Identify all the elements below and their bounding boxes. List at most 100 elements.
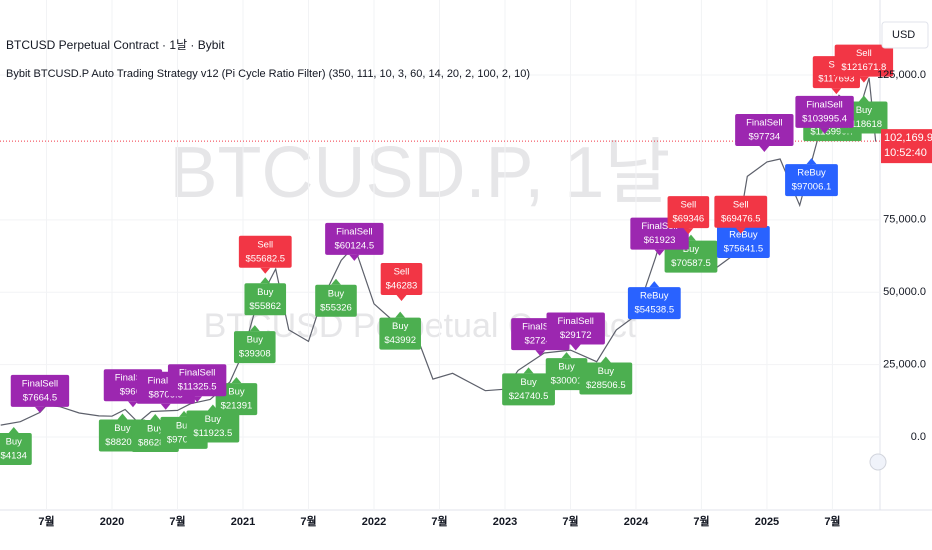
- signal-pointer: [207, 404, 218, 411]
- signal-label: ReBuy $97006.1: [785, 158, 838, 197]
- signal-text: FinalSell: [557, 316, 593, 327]
- signal-price: $4134: [1, 451, 27, 462]
- signal-label: Sell $69346: [667, 196, 710, 235]
- signal-text: FinalSell: [115, 373, 151, 384]
- signal-text: FinalSell: [806, 99, 842, 110]
- signal-pointer: [735, 227, 746, 234]
- signal-box: [834, 44, 894, 77]
- signal-pointer: [260, 267, 271, 274]
- x-tick-label: 7월: [38, 514, 54, 528]
- signal-box: [238, 235, 292, 268]
- signal-text: Buy: [247, 335, 264, 346]
- signal-pointer: [127, 401, 138, 408]
- signal-price: $55682.5: [245, 253, 285, 264]
- flag-icon[interactable]: [869, 453, 887, 471]
- signal-price: $69346: [673, 214, 705, 225]
- signal-price: $103995.4: [802, 113, 847, 124]
- watermark: BTCUSD.P, 1날: [169, 133, 670, 213]
- signal-pointer: [249, 325, 260, 332]
- x-tick-label: 2023: [493, 516, 517, 528]
- signal-price: $115990.7: [810, 127, 854, 138]
- signal-box: [579, 362, 633, 395]
- x-tick-label: 2025: [755, 516, 779, 528]
- signal-box: [716, 225, 770, 258]
- signal-text: Sell: [257, 239, 273, 250]
- x-tick-label: 7월: [562, 514, 578, 528]
- chart-title: BTCUSD Perpetual Contract · 1날 · Bybit: [6, 38, 225, 52]
- signal-pointer: [34, 406, 45, 413]
- signal-label: Buy $55326: [315, 278, 357, 317]
- signal-price: $9708.5: [167, 434, 201, 445]
- signal-box: [325, 222, 384, 255]
- signal-pointer: [683, 228, 694, 235]
- currency[interactable]: USD: [892, 29, 915, 41]
- signal-label: FinalSell $29172: [546, 312, 605, 351]
- signal-price: $69476.5: [721, 213, 761, 224]
- y-tick-label: 50,000.0: [883, 286, 926, 298]
- x-tick-label: 7월: [431, 514, 447, 528]
- signal-text: FinalSell: [336, 226, 372, 237]
- signal-price: $121671.8: [841, 62, 886, 73]
- signal-text: FinalSell: [522, 322, 558, 333]
- signal-price: $27249: [524, 336, 556, 347]
- signal-pointer: [117, 413, 128, 420]
- x-tick-label: 7월: [300, 514, 316, 528]
- signal-text: FinalSell: [746, 117, 782, 128]
- signal-box: [627, 287, 681, 320]
- signal-price: $7664.5: [23, 392, 57, 403]
- signal-text: Sell: [394, 266, 410, 277]
- y-tick-label: 25,000.0: [883, 359, 926, 371]
- signal-label: Sell $46283: [380, 262, 423, 301]
- signal-box: [545, 358, 588, 391]
- signal-pointer: [395, 311, 406, 318]
- signal-text: Buy: [176, 420, 193, 431]
- signal-price: $54538.5: [634, 305, 674, 316]
- signal-label: Sell $69476.5: [714, 195, 768, 234]
- y-tick-label: 75,000.0: [883, 214, 926, 226]
- signal-box: [380, 262, 423, 295]
- signal-text: Sell: [856, 48, 872, 59]
- signal-pointer: [561, 352, 572, 359]
- last-price-label: 102,169.9: [884, 132, 932, 144]
- signal-price: $39308: [239, 349, 271, 360]
- signal-label: Buy $24740.5: [502, 367, 555, 406]
- signal-pointer: [858, 95, 869, 102]
- x-tick-label: 2021: [231, 516, 255, 528]
- axes: 0.0 25,000.0 50,000.0 75,000.0 125,000.0 7월 20…: [38, 69, 932, 528]
- signal-box: [667, 196, 710, 229]
- signal-text: Buy: [558, 362, 575, 373]
- x-tick-label: 2022: [362, 516, 386, 528]
- signal-pointer: [654, 249, 665, 256]
- signal-label: ReBuy $54538.5: [627, 281, 681, 320]
- signal-price: $117693: [818, 74, 854, 85]
- signal-pointer: [8, 427, 19, 434]
- x-tick-label: 7월: [169, 514, 185, 528]
- y-tick-label: 0.0: [911, 431, 926, 443]
- signal-price: $46283: [386, 280, 418, 291]
- signal-price: $28506.5: [586, 380, 626, 391]
- currency-box[interactable]: [881, 21, 929, 49]
- signal-text: Buy: [598, 366, 615, 377]
- signal-text: Buy: [257, 287, 274, 298]
- x-tick-label: 2020: [100, 516, 124, 528]
- signal-text: Buy: [856, 105, 873, 116]
- signal-box: [502, 373, 555, 406]
- signals: Buy$4134Buy$8820.5Buy$8628.5Buy$9708.5Bu…: [0, 44, 894, 466]
- signal-price: $24740.5: [509, 391, 549, 402]
- signal-label: FinalSell $60124.5: [325, 222, 384, 261]
- signal-text: Buy: [147, 424, 164, 435]
- signal-pointer: [759, 145, 770, 152]
- signal-label: FinalSell $103995.4: [795, 95, 854, 134]
- signal-pointer: [396, 294, 407, 301]
- signal-text: Sell: [733, 199, 749, 210]
- signal-price: $11923.5: [193, 428, 232, 439]
- signal-pointer: [231, 377, 242, 384]
- x-tick-label: 7월: [693, 514, 709, 528]
- signal-pointer: [858, 76, 869, 83]
- signal-text: ReBuy: [797, 168, 826, 179]
- signal-box: [10, 374, 70, 407]
- signal-text: Buy: [228, 387, 245, 398]
- signal-price: $21391: [221, 401, 253, 412]
- signal-box: [546, 312, 605, 345]
